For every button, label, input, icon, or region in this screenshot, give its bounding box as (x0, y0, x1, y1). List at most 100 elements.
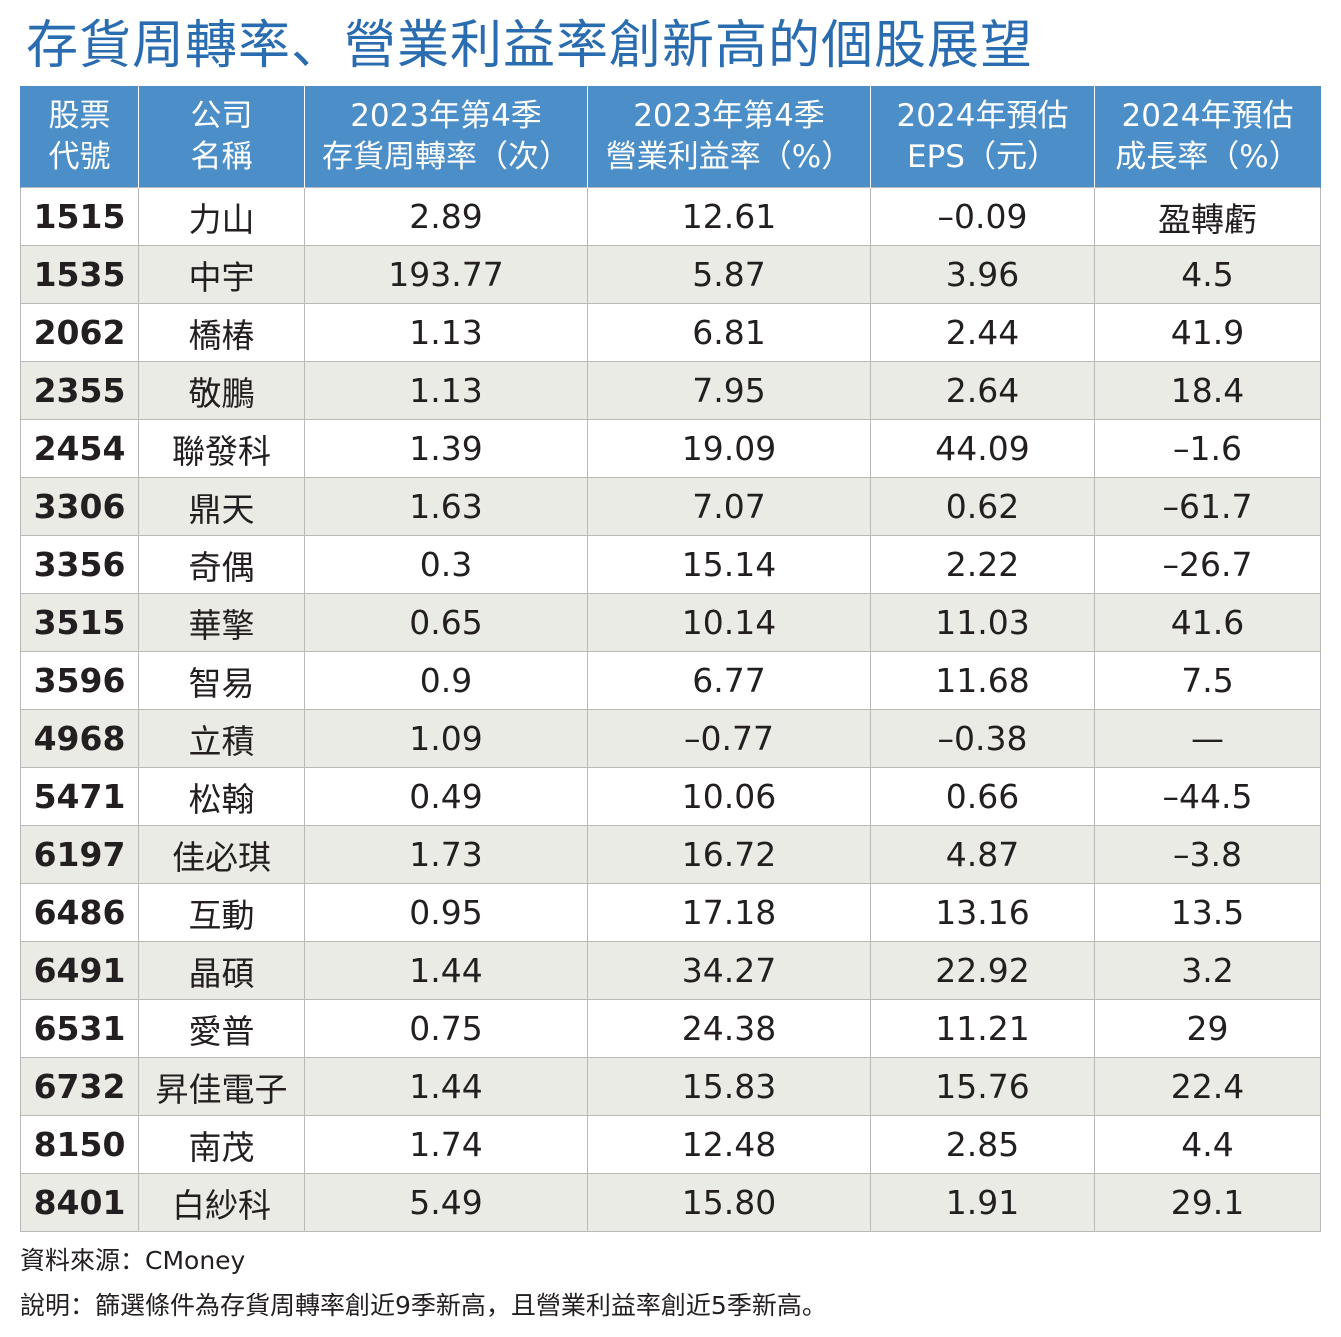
stock-code-cell: 2062 (20, 303, 139, 362)
operating-margin-cell: 10.14 (587, 593, 871, 652)
operating-margin-cell: 7.95 (587, 361, 871, 420)
inventory-turnover-cell: 0.49 (304, 767, 588, 826)
eps-cell: 2.85 (870, 1115, 1095, 1174)
header-eps: 2024年預估 EPS（元） (870, 86, 1095, 188)
growth-rate-cell: 盈轉虧 (1094, 187, 1321, 246)
company-name-cell: 敬鵬 (138, 361, 305, 420)
table-row: 2062 橋椿 1.13 6.81 2.44 41.9 (20, 303, 1321, 362)
source-note: 資料來源：CMoney (20, 1246, 246, 1275)
growth-rate-cell: 18.4 (1094, 361, 1321, 420)
stock-code-cell: 5471 (20, 767, 139, 826)
company-name-cell: 愛普 (138, 999, 305, 1058)
inventory-turnover-cell: 2.89 (304, 187, 588, 246)
growth-rate-cell: –1.6 (1094, 419, 1321, 478)
company-name-cell: 中宇 (138, 245, 305, 304)
inventory-turnover-cell: 1.09 (304, 709, 588, 768)
stock-code-cell: 1515 (20, 187, 139, 246)
growth-rate-cell: 3.2 (1094, 941, 1321, 1000)
operating-margin-cell: 15.80 (587, 1173, 871, 1232)
growth-rate-cell: 4.5 (1094, 245, 1321, 304)
company-name-cell: 立積 (138, 709, 305, 768)
table-row: 4968 立積 1.09 –0.77 –0.38— (20, 709, 1321, 768)
eps-cell: 0.62 (870, 477, 1095, 536)
table-row: 6491 晶碩 1.44 34.27 22.92 3.2 (20, 941, 1321, 1000)
table-row: 3515 華擎 0.65 10.14 11.03 41.6 (20, 593, 1321, 652)
growth-rate-cell: 22.4 (1094, 1057, 1321, 1116)
growth-rate-cell: 29.1 (1094, 1173, 1321, 1232)
stock-code-cell: 8401 (20, 1173, 139, 1232)
growth-rate-cell: 4.4 (1094, 1115, 1321, 1174)
inventory-turnover-cell: 0.65 (304, 593, 588, 652)
inventory-turnover-cell: 5.49 (304, 1173, 588, 1232)
inventory-turnover-cell: 1.73 (304, 825, 588, 884)
table-row: 6486 互動 0.95 17.18 13.16 13.5 (20, 883, 1321, 942)
inventory-turnover-cell: 0.95 (304, 883, 588, 942)
operating-margin-cell: 6.77 (587, 651, 871, 710)
company-name-cell: 佳必琪 (138, 825, 305, 884)
eps-cell: 3.96 (870, 245, 1095, 304)
growth-rate-cell: 7.5 (1094, 651, 1321, 710)
growth-rate-cell: 41.9 (1094, 303, 1321, 362)
eps-cell: 15.76 (870, 1057, 1095, 1116)
stock-code-cell: 2355 (20, 361, 139, 420)
operating-margin-cell: 10.06 (587, 767, 871, 826)
company-name-cell: 聯發科 (138, 419, 305, 478)
operating-margin-cell: 34.27 (587, 941, 871, 1000)
inventory-turnover-cell: 193.77 (304, 245, 588, 304)
stock-code-cell: 6197 (20, 825, 139, 884)
company-name-cell: 昇佳電子 (138, 1057, 305, 1116)
table-row: 6732 昇佳電子 1.44 15.83 15.76 22.4 (20, 1057, 1321, 1116)
operating-margin-cell: 17.18 (587, 883, 871, 942)
inventory-turnover-cell: 0.75 (304, 999, 588, 1058)
page-title: 存貨周轉率、營業利益率創新高的個股展望 (26, 16, 1034, 76)
table-row: 6531 愛普 0.75 24.38 11.21 29 (20, 999, 1321, 1058)
company-name-cell: 奇偶 (138, 535, 305, 594)
growth-rate-cell: 29 (1094, 999, 1321, 1058)
stock-code-cell: 3356 (20, 535, 139, 594)
company-name-cell: 互動 (138, 883, 305, 942)
operating-margin-cell: 16.72 (587, 825, 871, 884)
stock-code-cell: 3515 (20, 593, 139, 652)
table-row: 8401 白紗科 5.49 15.80 1.91 29.1 (20, 1173, 1321, 1232)
table-row: 1515 力山 2.89 12.61 –0.09 盈轉虧 (20, 187, 1321, 246)
header-inventory-turnover: 2023年第4季 存貨周轉率（次） (304, 86, 588, 188)
operating-margin-cell: –0.77 (587, 709, 871, 768)
company-name-cell: 力山 (138, 187, 305, 246)
stock-table: 股票 代號 公司 名稱 2023年第4季 存貨周轉率（次） 2023年第4季 營業利益率… (20, 86, 1321, 1232)
table-row: 8150 南茂 1.74 12.48 2.85 4.4 (20, 1115, 1321, 1174)
stock-code-cell: 8150 (20, 1115, 139, 1174)
eps-cell: 11.03 (870, 593, 1095, 652)
stock-code-cell: 6491 (20, 941, 139, 1000)
inventory-turnover-cell: 1.13 (304, 361, 588, 420)
company-name-cell: 智易 (138, 651, 305, 710)
company-name-cell: 南茂 (138, 1115, 305, 1174)
inventory-turnover-cell: 1.39 (304, 419, 588, 478)
filter-note: 說明：篩選條件為存貨周轉率創近9季新高，且營業利益率創近5季新高。 (20, 1291, 827, 1320)
growth-rate-cell: — (1094, 709, 1321, 768)
eps-cell: 2.22 (870, 535, 1095, 594)
stock-code-cell: 2454 (20, 419, 139, 478)
table-row: 5471 松翰 0.49 10.06 0.66 –44.5 (20, 767, 1321, 826)
operating-margin-cell: 7.07 (587, 477, 871, 536)
inventory-turnover-cell: 1.44 (304, 1057, 588, 1116)
stock-code-cell: 4968 (20, 709, 139, 768)
eps-cell: 44.09 (870, 419, 1095, 478)
stock-code-cell: 1535 (20, 245, 139, 304)
inventory-turnover-cell: 1.74 (304, 1115, 588, 1174)
header-operating-margin: 2023年第4季 營業利益率（%） (587, 86, 871, 188)
table-row: 6197 佳必琪 1.73 16.72 4.87 –3.8 (20, 825, 1321, 884)
growth-rate-cell: –26.7 (1094, 535, 1321, 594)
operating-margin-cell: 12.61 (587, 187, 871, 246)
table-row: 2355 敬鵬 1.13 7.95 2.64 18.4 (20, 361, 1321, 420)
eps-cell: 13.16 (870, 883, 1095, 942)
operating-margin-cell: 15.14 (587, 535, 871, 594)
inventory-turnover-cell: 0.9 (304, 651, 588, 710)
company-name-cell: 白紗科 (138, 1173, 305, 1232)
header-stock-code: 股票 代號 (20, 86, 139, 188)
operating-margin-cell: 24.38 (587, 999, 871, 1058)
eps-cell: 11.21 (870, 999, 1095, 1058)
header-row: 股票 代號 公司 名稱 2023年第4季 存貨周轉率（次） 2023年第4季 營業利益率… (20, 86, 1321, 188)
header-growth-rate: 2024年預估 成長率（%） (1094, 86, 1321, 188)
company-name-cell: 晶碩 (138, 941, 305, 1000)
company-name-cell: 華擎 (138, 593, 305, 652)
